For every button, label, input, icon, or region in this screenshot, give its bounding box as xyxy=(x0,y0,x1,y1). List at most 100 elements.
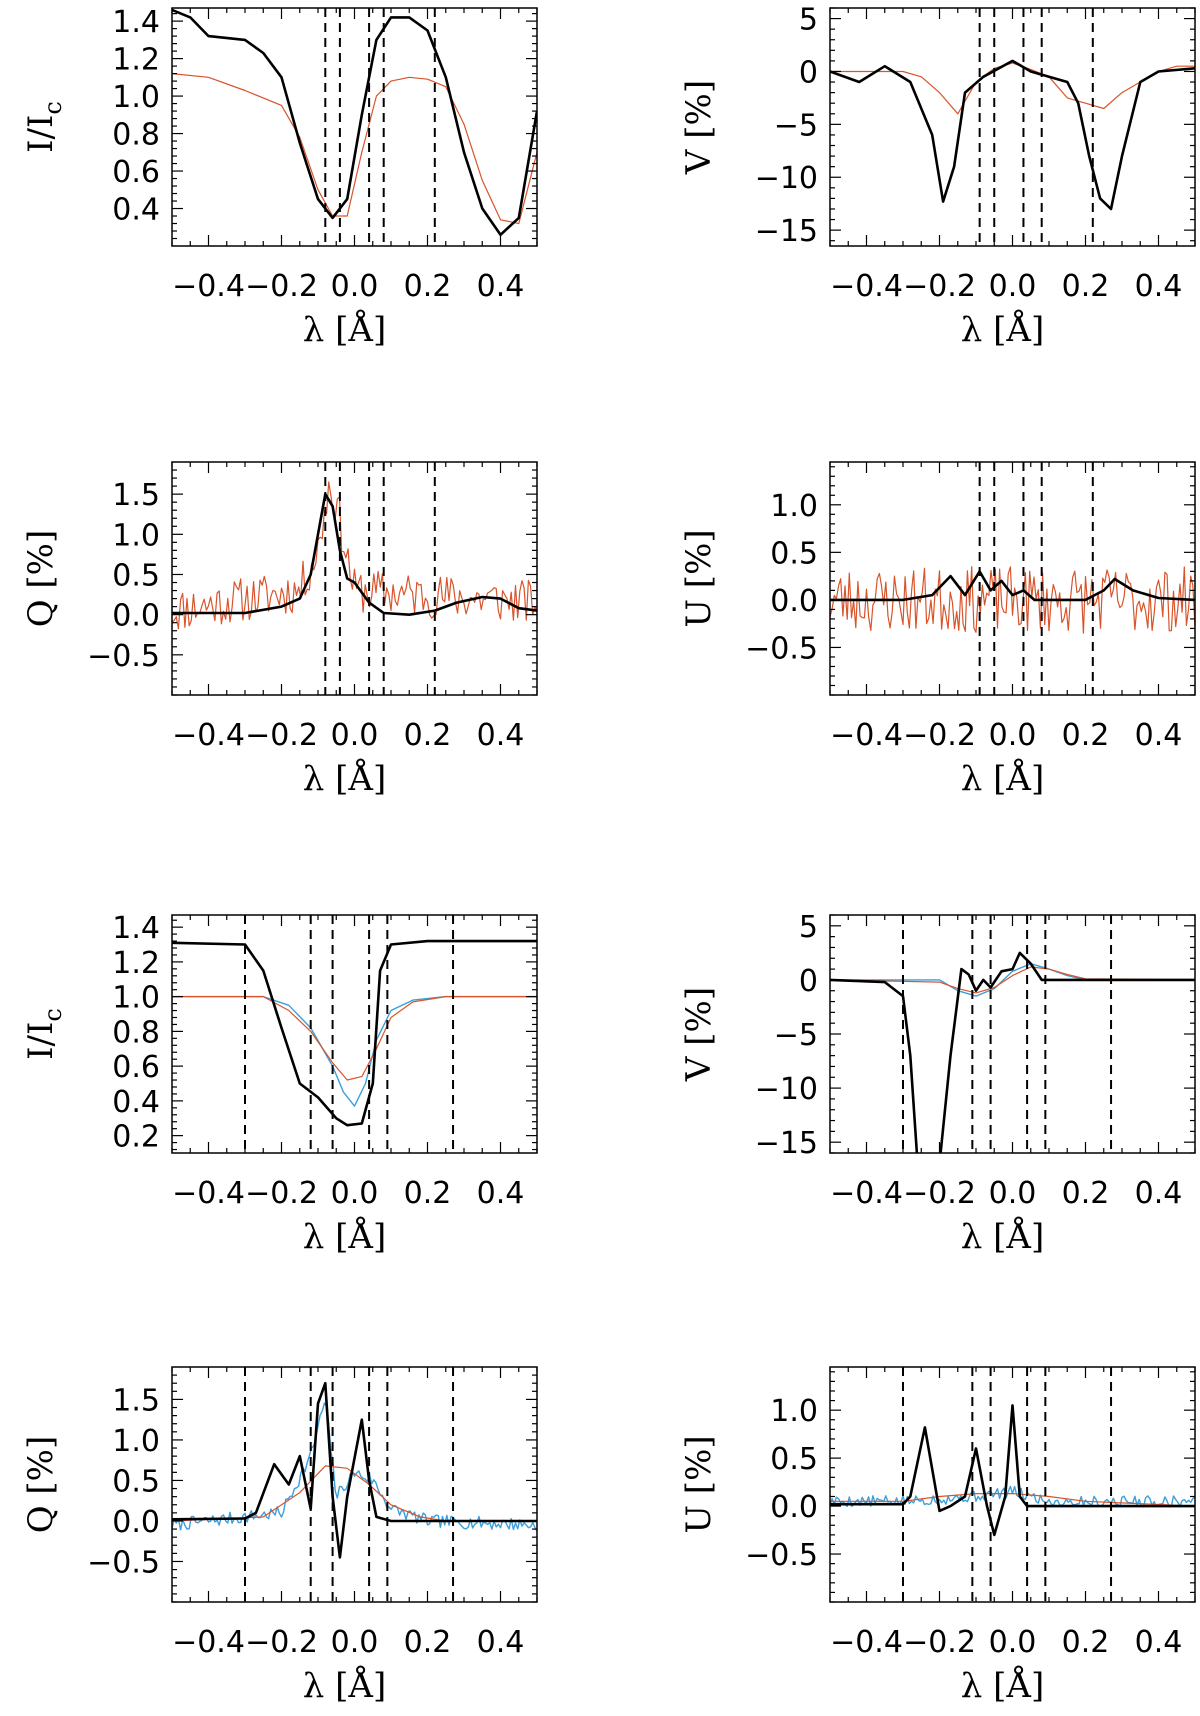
y-tick-label: 0.0 xyxy=(770,1490,818,1525)
x-tick-label: 0.4 xyxy=(1135,269,1183,304)
x-tick-label: 0.4 xyxy=(477,269,525,304)
y-axis-title: V [%] xyxy=(679,80,719,175)
x-tick-label: 0.0 xyxy=(989,1176,1037,1211)
x-tick-label: 0.4 xyxy=(1135,718,1183,753)
x-tick-label: 0.2 xyxy=(1062,1625,1110,1660)
x-tick-label: 0.2 xyxy=(404,269,452,304)
series-line-black xyxy=(172,492,537,617)
x-axis-title: λ [Å] xyxy=(303,1665,386,1706)
plot-area xyxy=(172,481,537,630)
y-tick-label: 1.4 xyxy=(112,911,160,946)
x-tick-label: 0.0 xyxy=(989,718,1037,753)
plot-area xyxy=(830,566,1195,634)
panel-row2-right: −0.4 −0.2 0.0 0.2 0.4 −0.5 0.0 0.5 1.0 λ [Å] U [%] xyxy=(679,461,1196,799)
plot-frame xyxy=(171,461,538,696)
panel-row4-left: −0.4 −0.2 0.0 0.2 0.4 −0.5 0.0 0.5 1.0 1.5 λ [Å] Q … xyxy=(21,1366,538,1706)
y-tick-label: 0.8 xyxy=(112,1015,160,1050)
panel-row3-left: −0.4 −0.2 0.0 0.2 0.40.20.40.60.81.01.21.4λ … xyxy=(21,911,538,1257)
x-tick-label: 0.4 xyxy=(477,718,525,753)
series-line-black xyxy=(830,59,1195,211)
series-line-orange xyxy=(830,62,1195,115)
x-tick-label: −0.2 xyxy=(903,1625,976,1660)
series-line-orange xyxy=(172,1465,537,1522)
series-line-black xyxy=(830,1404,1195,1537)
y-tick-label: −0.5 xyxy=(87,1545,160,1580)
y-tick-label: 0.8 xyxy=(112,118,160,153)
x-tick-label: −0.4 xyxy=(172,718,245,753)
x-tick-label: 0.2 xyxy=(1062,1176,1110,1211)
y-tick-label: 0.6 xyxy=(112,155,160,190)
x-tick-label: −0.4 xyxy=(172,269,245,304)
x-tick-label: −0.4 xyxy=(830,1625,903,1660)
x-tick-label: −0.4 xyxy=(830,269,903,304)
x-tick-label: 0.4 xyxy=(477,1625,525,1660)
x-axis-title: λ [Å] xyxy=(303,758,386,799)
y-axis-title: Q [%] xyxy=(21,530,61,628)
y-tick-label: −10 xyxy=(755,1072,818,1107)
x-tick-label: −0.2 xyxy=(903,1176,976,1211)
x-tick-label: −0.2 xyxy=(903,718,976,753)
panel-row2-left: −0.4 −0.2 0.0 0.2 0.4 −0.5 0.0 0.5 1.0 1.5 λ [Å] Q … xyxy=(21,461,538,799)
x-tick-label: 0.2 xyxy=(1062,269,1110,304)
x-axis-title: λ [Å] xyxy=(961,309,1044,350)
x-tick-label: 0.0 xyxy=(989,1625,1037,1660)
x-tick-label: −0.2 xyxy=(245,1625,318,1660)
x-tick-label: 0.4 xyxy=(477,1176,525,1211)
y-tick-label: 1.2 xyxy=(112,946,160,981)
y-tick-label: 1.0 xyxy=(112,518,160,553)
x-axis-title: λ [Å] xyxy=(303,309,386,350)
x-tick-label: 0.4 xyxy=(1135,1625,1183,1660)
plot-area xyxy=(172,939,537,1127)
y-tick-label: −0.5 xyxy=(87,639,160,674)
plot-area xyxy=(830,951,1195,1153)
series-line-orange xyxy=(830,1492,1195,1507)
series-line-black xyxy=(172,939,537,1127)
y-axis-title: U [%] xyxy=(679,1435,719,1533)
x-tick-label: −0.4 xyxy=(830,1176,903,1211)
plot-area xyxy=(830,59,1195,211)
series-line-orange xyxy=(172,481,537,630)
x-tick-label: −0.4 xyxy=(172,1176,245,1211)
y-axis-title-subscript: c xyxy=(39,101,67,114)
y-tick-label: 0.5 xyxy=(770,536,818,571)
x-tick-label: −0.4 xyxy=(172,1625,245,1660)
x-axis-title: λ [Å] xyxy=(303,1216,386,1257)
y-tick-label: 1.2 xyxy=(112,43,160,78)
y-axis-title: U [%] xyxy=(679,529,719,627)
x-tick-label: 0.0 xyxy=(331,269,379,304)
y-tick-label: 1.5 xyxy=(112,478,160,513)
y-tick-label: 0.5 xyxy=(112,558,160,593)
y-axis-title-subscript: c xyxy=(39,1008,67,1021)
x-tick-label: −0.2 xyxy=(245,718,318,753)
y-tick-label: 1.0 xyxy=(770,489,818,524)
y-tick-label: 5 xyxy=(799,910,818,945)
x-axis-title: λ [Å] xyxy=(961,758,1044,799)
y-tick-label: 0.2 xyxy=(112,1120,160,1155)
y-tick-label: 0.5 xyxy=(770,1442,818,1477)
y-tick-label: 1.5 xyxy=(112,1383,160,1418)
y-tick-label: 0.4 xyxy=(112,193,160,228)
plot-frame xyxy=(829,7,1196,247)
series-line-orange xyxy=(830,966,1195,994)
x-tick-label: 0.2 xyxy=(404,1625,452,1660)
y-axis-title: Q [%] xyxy=(21,1436,61,1534)
x-tick-label: 0.0 xyxy=(331,1176,379,1211)
y-tick-label: 1.0 xyxy=(112,981,160,1016)
series-line-black xyxy=(172,8,537,237)
x-tick-label: 0.2 xyxy=(404,718,452,753)
y-tick-label: −0.5 xyxy=(745,631,818,666)
series-line-blue xyxy=(172,995,537,1107)
series-line-black xyxy=(172,1381,537,1559)
series-line-black xyxy=(830,951,1195,1153)
series-line-blue xyxy=(830,963,1195,997)
x-tick-label: 0.0 xyxy=(331,718,379,753)
plot-frame xyxy=(829,1366,1196,1603)
y-axis-title: I/Ic xyxy=(21,1008,67,1060)
x-axis-title: λ [Å] xyxy=(961,1665,1044,1706)
x-tick-label: −0.2 xyxy=(245,1176,318,1211)
x-tick-label: −0.2 xyxy=(903,269,976,304)
plot-area xyxy=(172,1381,537,1559)
series-line-blue xyxy=(172,1402,537,1532)
series-line-orange xyxy=(172,995,537,1081)
